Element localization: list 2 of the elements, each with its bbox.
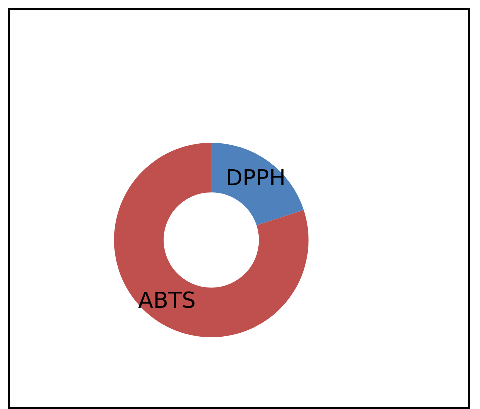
slice-label: DPPH (226, 166, 286, 192)
slice-label: ABTS (138, 288, 196, 314)
